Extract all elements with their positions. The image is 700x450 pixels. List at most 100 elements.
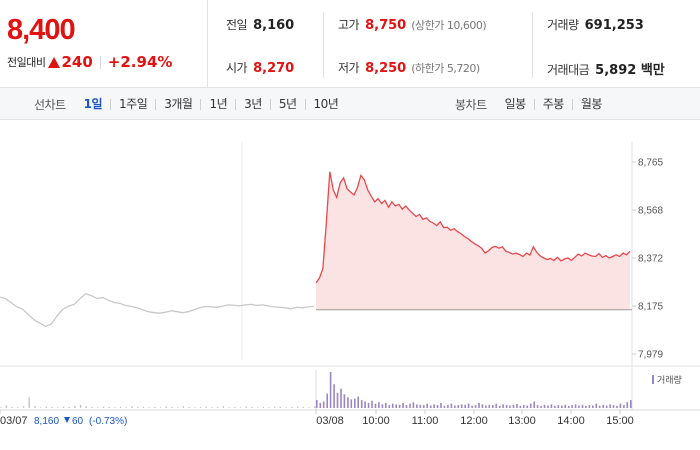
volume-bar xyxy=(550,404,553,408)
divider xyxy=(532,12,533,78)
volume-bar xyxy=(268,407,270,408)
volume-bar xyxy=(529,403,532,408)
x-tick-label: 10:00 xyxy=(362,415,390,427)
volume-bar xyxy=(108,406,110,408)
tab-3month[interactable]: 3개월 xyxy=(155,98,200,110)
volume-bar xyxy=(540,405,542,408)
volume-bar xyxy=(571,405,573,408)
tab-1year[interactable]: 1년 xyxy=(200,98,235,110)
y-tick-label: 8,175 xyxy=(638,302,663,313)
volume-bar xyxy=(416,404,418,408)
volume-bar xyxy=(578,405,580,408)
tab-5year[interactable]: 5년 xyxy=(269,98,305,110)
volume-bar xyxy=(519,405,522,408)
volume-bar xyxy=(533,401,535,408)
tab-weekly[interactable]: 주봉 xyxy=(533,98,572,110)
tab-1week[interactable]: 1주일 xyxy=(110,98,155,110)
volume-bar xyxy=(177,407,179,408)
volume-bar xyxy=(581,404,584,408)
change-row: 전일대비 240 +2.94% xyxy=(7,53,172,71)
volume-bar xyxy=(557,405,560,408)
x-tick-label: 14:00 xyxy=(557,415,585,427)
candle-chart-tabs: 봉차트 일봉 주봉 월봉 xyxy=(455,88,610,120)
y-axis: 8,765 8,568 8,372 8,175 7,979 xyxy=(632,158,663,361)
y-tick-label: 8,372 xyxy=(638,254,663,265)
stat-value: 8,250 xyxy=(365,61,407,76)
stat-volume: 거래량 691,253 xyxy=(547,16,644,33)
tab-10year[interactable]: 10년 xyxy=(304,98,347,110)
prev-day-close: 8,160 xyxy=(34,416,59,427)
prev-day-percent: (-0.73%) xyxy=(89,416,127,427)
volume-bar xyxy=(188,406,190,408)
tab-daily[interactable]: 일봉 xyxy=(504,96,527,111)
volume-bar xyxy=(0,407,2,408)
volume-bar xyxy=(340,388,342,408)
volume-bar xyxy=(336,392,339,408)
volume-bar xyxy=(419,404,422,408)
volume-bar xyxy=(354,398,356,408)
volume-bar xyxy=(630,400,632,408)
volume-bar xyxy=(142,406,145,408)
volume-bar xyxy=(119,406,122,408)
stat-trade-value: 거래대금 5,892 백만 xyxy=(547,59,665,78)
stat-low: 저가 8,250 (하한가 5,720) xyxy=(338,59,480,76)
volume-bar xyxy=(326,393,328,408)
volume-bar xyxy=(440,403,442,408)
volume-bar xyxy=(329,372,332,408)
stat-sub: (상한가 10,600) xyxy=(411,19,487,32)
volume-bar xyxy=(85,406,87,408)
stat-value: 8,750 xyxy=(365,18,407,33)
stat-label: 시가 xyxy=(226,61,248,75)
volume-bar xyxy=(357,396,359,408)
y-tick-label: 8,765 xyxy=(638,158,663,169)
volume-bar xyxy=(296,406,299,408)
change-amount: 240 xyxy=(61,53,93,71)
volume-bar xyxy=(488,404,491,408)
volume-bar xyxy=(585,405,587,408)
volume-bar xyxy=(182,406,185,408)
tab-monthly[interactable]: 월봉 xyxy=(571,98,610,110)
divider xyxy=(323,12,324,78)
price-box: 8,400 전일대비 240 +2.94% xyxy=(0,0,208,88)
volume-bar xyxy=(602,404,604,408)
prev-day-info: 8,160 60 (-0.73%) xyxy=(34,416,127,427)
volume-bar xyxy=(481,404,484,408)
volume-bar xyxy=(492,405,494,408)
volume-bar xyxy=(165,406,167,408)
tab-1day[interactable]: 1일 xyxy=(83,96,103,111)
line-chart-title: 선차트 xyxy=(34,97,66,112)
volume-bar xyxy=(333,384,335,408)
volume-bar xyxy=(319,403,322,408)
volume-bar xyxy=(28,397,30,408)
volume-bar xyxy=(131,406,133,408)
volume-bar xyxy=(343,394,346,408)
volume-bar xyxy=(216,406,219,408)
volume-bar xyxy=(516,404,518,408)
volume-bar xyxy=(588,405,591,408)
tab-3year[interactable]: 3년 xyxy=(235,98,270,110)
stat-open: 시가 8,270 xyxy=(226,59,294,76)
volume-bar xyxy=(194,407,196,408)
stat-label: 거래량 xyxy=(547,18,579,32)
volume-bar xyxy=(567,405,570,408)
volume-legend-label: 거래량 xyxy=(657,374,682,386)
down-triangle-icon xyxy=(64,417,70,423)
current-price: 8,400 xyxy=(7,14,76,46)
volume-bar xyxy=(623,405,625,408)
quote-summary: 8,400 전일대비 240 +2.94% 전일 8,160 시가 8,270 … xyxy=(0,0,700,88)
stat-value: 8,160 xyxy=(253,18,295,33)
volume-bar xyxy=(374,403,377,408)
volume-bar xyxy=(495,403,497,408)
volume-bar xyxy=(395,404,397,408)
y-tick-label: 8,568 xyxy=(638,206,663,217)
volume-bar xyxy=(171,406,173,408)
volume-bar xyxy=(234,406,236,408)
stat-label: 전일 xyxy=(226,18,248,32)
volume-bar xyxy=(564,404,566,408)
volume-bar xyxy=(102,406,105,408)
volume-bar xyxy=(402,403,404,408)
volume-bar xyxy=(91,406,93,408)
volume-bar xyxy=(498,405,501,408)
price-chart[interactable]: 8,765 8,568 8,372 8,175 7,979 03/07 03/08 10:0… xyxy=(0,120,700,450)
volume-bar xyxy=(22,406,25,408)
